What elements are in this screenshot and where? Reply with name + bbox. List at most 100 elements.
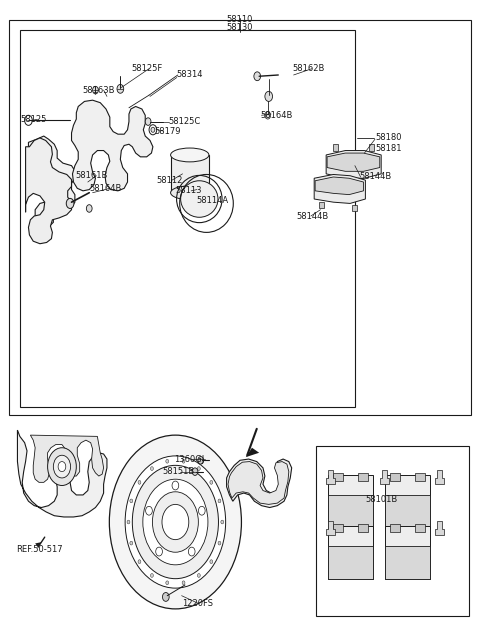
Circle shape	[166, 581, 168, 585]
Circle shape	[162, 504, 189, 540]
Text: 58179: 58179	[155, 127, 181, 136]
Text: 58125C: 58125C	[168, 117, 201, 126]
Bar	[390, 524, 400, 532]
Polygon shape	[228, 461, 289, 504]
Circle shape	[24, 115, 32, 126]
Text: 1360GJ: 1360GJ	[174, 454, 204, 464]
Text: 58114A: 58114A	[196, 196, 228, 206]
Circle shape	[125, 456, 226, 588]
Circle shape	[138, 560, 141, 563]
Bar	[415, 524, 425, 532]
Bar	[9, 20, 471, 415]
Text: REF.50-517: REF.50-517	[16, 545, 62, 554]
Circle shape	[218, 541, 221, 545]
Circle shape	[86, 204, 92, 212]
Ellipse shape	[180, 180, 218, 217]
Circle shape	[192, 468, 198, 475]
Bar	[327, 495, 373, 528]
Circle shape	[221, 520, 224, 524]
Polygon shape	[435, 470, 444, 484]
Circle shape	[156, 547, 162, 556]
Circle shape	[130, 541, 133, 545]
Bar	[358, 473, 368, 481]
Circle shape	[265, 91, 273, 102]
Text: 58144B: 58144B	[297, 211, 329, 220]
Text: 58161B: 58161B	[75, 171, 107, 180]
Circle shape	[188, 547, 195, 556]
Polygon shape	[380, 470, 389, 484]
Circle shape	[254, 72, 261, 81]
Circle shape	[53, 456, 71, 478]
Polygon shape	[28, 136, 75, 227]
Bar	[333, 473, 343, 481]
Circle shape	[182, 581, 185, 585]
Circle shape	[182, 459, 185, 463]
Circle shape	[198, 457, 204, 464]
Circle shape	[132, 465, 218, 579]
Bar	[385, 526, 431, 579]
Text: 58130: 58130	[227, 23, 253, 32]
Polygon shape	[327, 153, 380, 172]
Bar	[333, 524, 343, 532]
Text: 58113: 58113	[175, 186, 202, 196]
Bar	[358, 524, 368, 532]
Text: 58181: 58181	[375, 143, 401, 153]
Circle shape	[265, 112, 271, 119]
Bar	[327, 546, 373, 579]
Polygon shape	[227, 459, 292, 507]
Polygon shape	[326, 521, 335, 535]
Circle shape	[151, 574, 154, 577]
Text: 58164B: 58164B	[89, 184, 121, 193]
Polygon shape	[25, 138, 72, 244]
Circle shape	[143, 479, 208, 565]
Circle shape	[151, 127, 155, 133]
Circle shape	[127, 520, 130, 524]
Circle shape	[109, 435, 241, 609]
Text: 58125: 58125	[21, 115, 47, 124]
Circle shape	[138, 480, 141, 484]
Bar	[20, 30, 355, 407]
Text: 58151B: 58151B	[162, 467, 195, 476]
Circle shape	[197, 574, 200, 577]
Polygon shape	[30, 435, 104, 482]
Bar	[327, 526, 373, 579]
Polygon shape	[326, 470, 335, 484]
Polygon shape	[72, 100, 153, 191]
Circle shape	[166, 459, 168, 463]
Circle shape	[145, 506, 152, 515]
Polygon shape	[315, 177, 363, 194]
Text: 1220FS: 1220FS	[182, 599, 214, 608]
Circle shape	[197, 467, 200, 471]
Bar	[385, 495, 431, 528]
Circle shape	[210, 560, 213, 563]
Text: 58162B: 58162B	[293, 64, 325, 73]
Polygon shape	[17, 430, 107, 517]
Polygon shape	[352, 204, 357, 211]
Ellipse shape	[170, 148, 209, 162]
Polygon shape	[435, 521, 444, 535]
Text: 58110: 58110	[227, 15, 253, 24]
Circle shape	[153, 492, 198, 552]
Circle shape	[218, 499, 221, 503]
Text: 58144B: 58144B	[360, 172, 392, 182]
Circle shape	[48, 448, 76, 485]
Circle shape	[162, 593, 169, 601]
Circle shape	[151, 467, 154, 471]
Text: 58112: 58112	[156, 175, 182, 185]
Circle shape	[145, 118, 151, 126]
Text: 58314: 58314	[177, 71, 204, 80]
Polygon shape	[369, 144, 374, 151]
Circle shape	[93, 86, 98, 94]
Polygon shape	[246, 448, 259, 457]
Circle shape	[58, 461, 66, 471]
Text: 58180: 58180	[375, 133, 401, 143]
Polygon shape	[35, 542, 41, 547]
Bar	[415, 473, 425, 481]
Polygon shape	[326, 151, 381, 178]
Text: 58163B: 58163B	[82, 86, 115, 95]
Circle shape	[130, 499, 133, 503]
Bar	[385, 546, 431, 579]
Bar	[316, 447, 469, 616]
Bar	[385, 475, 431, 528]
Bar	[390, 473, 400, 481]
